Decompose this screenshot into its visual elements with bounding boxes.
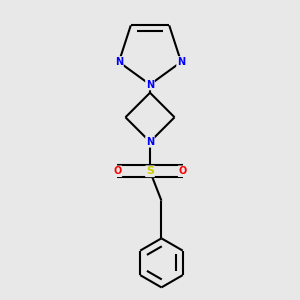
- Text: O: O: [178, 166, 187, 176]
- Text: N: N: [146, 137, 154, 147]
- Text: N: N: [146, 80, 154, 90]
- Text: N: N: [115, 57, 123, 67]
- Text: S: S: [146, 166, 154, 176]
- Text: N: N: [177, 57, 185, 67]
- Text: O: O: [113, 166, 122, 176]
